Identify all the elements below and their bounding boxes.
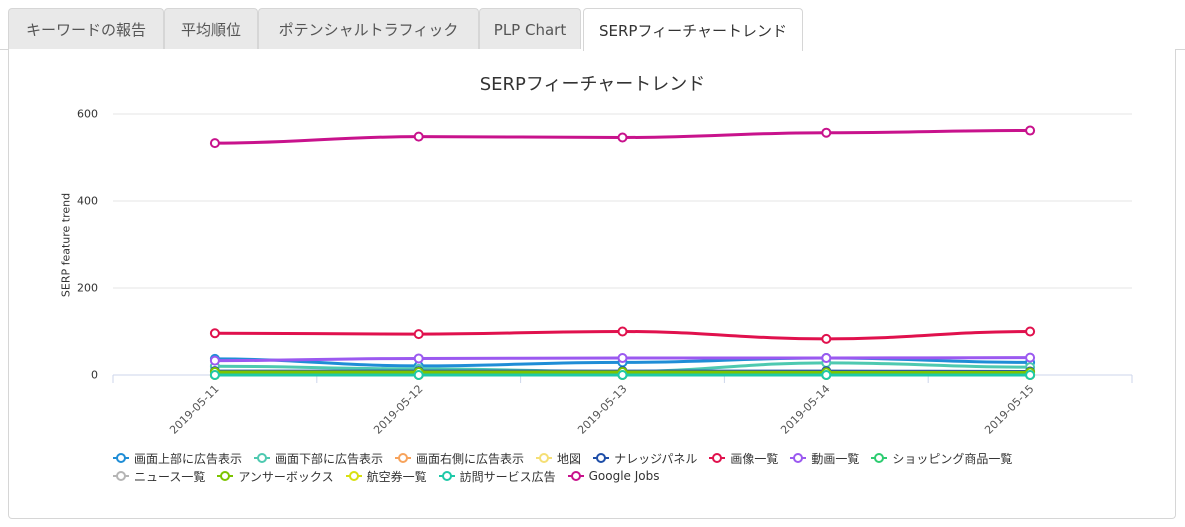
legend-marker-icon [438,471,455,481]
data-point[interactable] [821,370,832,380]
tab-average-rank[interactable]: 平均順位 [164,8,258,50]
legend-marker-icon [217,471,234,481]
legend-label: 画面下部に広告表示 [275,451,384,466]
series-lines [209,125,1036,380]
tab-keyword-report[interactable]: キーワードの報告 [8,8,164,50]
tab-potential-traffic[interactable]: ポテンシャルトラフィック [258,8,479,50]
legend-item[interactable]: 画像一覧 [709,450,778,467]
y-axis-title: SERP feature trend [59,192,73,298]
legend-label: 航空券一覧 [366,469,427,484]
data-point[interactable] [1025,125,1036,136]
legend-label: 訪問サービス広告 [459,469,556,484]
data-point[interactable] [209,370,220,380]
legend-label: 画面上部に広告表示 [134,451,243,466]
legend-item[interactable]: 画面下部に広告表示 [254,450,383,467]
legend-item[interactable]: 航空券一覧 [345,468,427,485]
legend-item[interactable]: ニュース一覧 [113,468,205,485]
legend-label: 画面右側に広告表示 [416,451,525,466]
legend-item[interactable]: アンサーボックス [217,468,334,485]
series-group[interactable] [209,352,1036,366]
legend-marker-icon [536,453,553,463]
legend-item[interactable]: 画面右側に広告表示 [395,450,524,467]
data-point[interactable] [209,328,220,339]
legend-row: 画面上部に広告表示 画面下部に広告表示 画面右側に広告表示 地図 ナレッジパネル 画像一覧… [113,449,1153,467]
data-point[interactable] [413,329,424,340]
data-point[interactable] [413,131,424,142]
legend-label: ナレッジパネル [614,451,698,466]
legend-label: ショッピング商品一覧 [892,451,1013,466]
legend-label: 動画一覧 [811,451,860,466]
legend-marker-icon [113,471,129,481]
series-group[interactable] [209,326,1036,344]
y-tick-label: 0 [91,368,98,382]
data-point[interactable] [821,127,832,138]
legend-row: ニュース一覧 アンサーボックス 航空券一覧 訪問サービス広告 Google Jobs [113,467,1153,485]
legend: 画面上部に広告表示 画面下部に広告表示 画面右側に広告表示 地図 ナレッジパネル 画像一覧… [113,449,1153,485]
y-tick-label: 600 [77,107,98,121]
data-point[interactable] [617,326,628,337]
data-point[interactable] [413,370,424,380]
legend-label: Google Jobs [588,469,660,483]
chart-panel [8,49,1176,519]
y-tick-label: 400 [77,194,98,208]
legend-label: 画像一覧 [730,451,779,466]
legend-item[interactable]: 訪問サービス広告 [438,468,556,485]
legend-label: ニュース一覧 [134,469,206,484]
tab-plp-chart[interactable]: PLP Chart [479,8,581,50]
legend-marker-icon [254,453,271,463]
chart-title: SERPフィーチャートレンド [479,74,706,95]
legend-item[interactable]: 地図 [536,450,581,467]
data-point[interactable] [617,370,628,380]
tab-serp-feature-trend[interactable]: SERPフィーチャートレンド [583,8,803,51]
data-point[interactable] [821,353,832,364]
legend-marker-icon [709,453,726,463]
tab-bar: キーワードの報告 平均順位 ポテンシャルトラフィック PLP Chart SER… [0,0,1185,51]
legend-item[interactable]: ショッピング商品一覧 [871,450,1012,467]
legend-marker-icon [113,453,129,463]
legend-marker-icon [395,453,412,463]
legend-marker-icon [871,453,888,463]
legend-label: アンサーボックス [238,469,334,484]
data-point[interactable] [617,132,628,143]
data-point[interactable] [1025,370,1036,380]
legend-label: 地図 [557,451,582,466]
data-point[interactable] [413,353,424,364]
legend-marker-icon [593,453,610,463]
data-point[interactable] [617,353,628,364]
data-point[interactable] [821,333,832,344]
legend-item[interactable]: Google Jobs [567,469,660,483]
data-point[interactable] [1025,326,1036,337]
data-point[interactable] [209,138,220,149]
legend-marker-icon [345,471,362,481]
legend-item[interactable]: ナレッジパネル [593,450,697,467]
legend-marker-icon [790,453,807,463]
data-point[interactable] [1025,352,1036,363]
legend-marker-icon [567,471,584,481]
legend-item[interactable]: 画面上部に広告表示 [113,450,242,467]
legend-item[interactable]: 動画一覧 [790,450,859,467]
y-tick-label: 200 [77,281,98,295]
series-group[interactable] [209,370,1036,380]
series-group[interactable] [209,125,1036,149]
data-point[interactable] [209,355,220,366]
